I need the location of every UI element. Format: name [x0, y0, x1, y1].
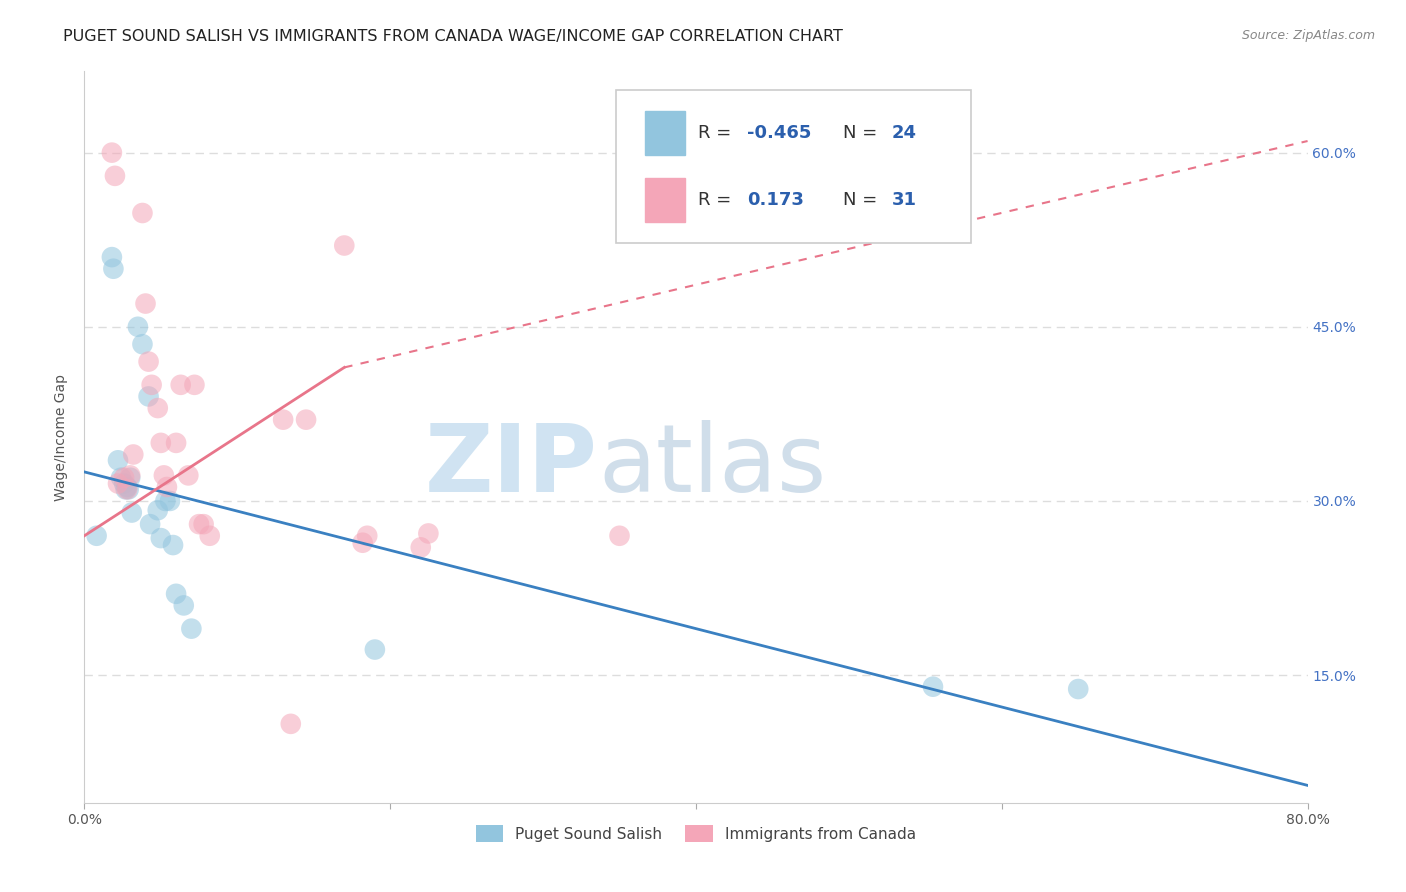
Point [122, 448, 145, 462]
Point [103, 261, 125, 276]
Point [170, 377, 193, 392]
Text: 31: 31 [891, 191, 917, 209]
Text: R =: R = [699, 191, 744, 209]
Text: -0.465: -0.465 [748, 124, 811, 142]
Point [131, 337, 153, 351]
Text: atlas: atlas [598, 420, 827, 512]
Point [107, 476, 129, 491]
Point [155, 494, 177, 508]
Point [115, 483, 138, 497]
Point [139, 517, 162, 532]
Point [112, 476, 135, 491]
Point [183, 377, 205, 392]
Point [138, 389, 160, 403]
Point [115, 480, 138, 494]
Text: PUGET SOUND SALISH VS IMMIGRANTS FROM CANADA WAGE/INCOME GAP CORRELATION CHART: PUGET SOUND SALISH VS IMMIGRANTS FROM CA… [63, 29, 844, 44]
Text: ZIP: ZIP [425, 420, 598, 512]
Point [127, 319, 149, 334]
Point [280, 716, 302, 731]
Point [118, 483, 141, 497]
Point [86, 529, 108, 543]
Point [121, 506, 143, 520]
Point [131, 206, 153, 220]
Point [173, 599, 195, 613]
Text: 0.173: 0.173 [748, 191, 804, 209]
Y-axis label: Wage/Income Gap: Wage/Income Gap [55, 374, 69, 500]
Point [107, 453, 129, 467]
FancyBboxPatch shape [616, 89, 972, 244]
Point [114, 483, 136, 497]
Point [922, 680, 945, 694]
Point [356, 529, 378, 543]
Point [156, 480, 179, 494]
Point [198, 529, 221, 543]
Point [101, 145, 124, 160]
Point [180, 622, 202, 636]
Text: Source: ZipAtlas.com: Source: ZipAtlas.com [1241, 29, 1375, 42]
Point [101, 250, 124, 264]
Point [112, 471, 135, 485]
Point [141, 377, 163, 392]
Point [120, 471, 142, 485]
Point [165, 587, 187, 601]
Legend: Puget Sound Salish, Immigrants from Canada: Puget Sound Salish, Immigrants from Cana… [468, 817, 924, 850]
Point [146, 503, 169, 517]
Point [138, 354, 160, 368]
Point [110, 471, 132, 485]
Point [193, 517, 215, 532]
Point [352, 535, 374, 549]
Point [146, 401, 169, 415]
Point [409, 541, 432, 555]
Text: R =: R = [699, 124, 737, 142]
Text: N =: N = [842, 191, 889, 209]
Point [104, 169, 127, 183]
Text: 24: 24 [891, 124, 917, 142]
Point [295, 412, 318, 426]
Point [165, 436, 187, 450]
Point [120, 468, 142, 483]
Point [333, 238, 356, 252]
Point [149, 531, 172, 545]
Point [188, 517, 211, 532]
Point [153, 468, 176, 483]
Text: N =: N = [842, 124, 883, 142]
Bar [644, 111, 685, 154]
Point [177, 468, 200, 483]
Point [159, 494, 181, 508]
Point [364, 642, 387, 657]
Point [135, 296, 157, 310]
Point [149, 436, 172, 450]
Bar [644, 178, 685, 222]
Point [271, 412, 294, 426]
Point [418, 526, 440, 541]
Point [609, 529, 631, 543]
Point [1067, 681, 1090, 696]
Point [162, 538, 184, 552]
